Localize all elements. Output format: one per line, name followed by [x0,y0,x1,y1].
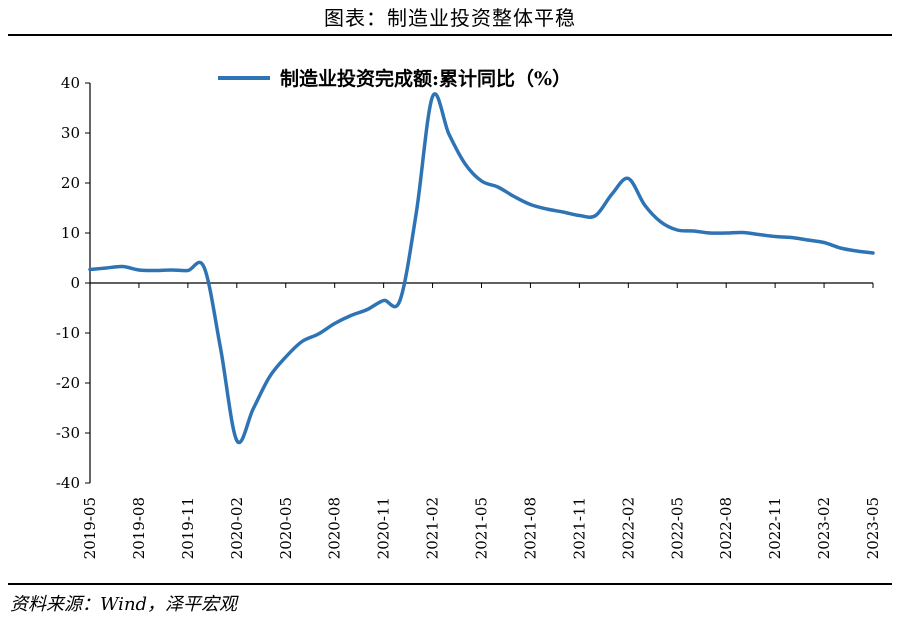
data-point [675,228,680,233]
x-tick-label: 2021-08 [521,497,539,559]
data-point [251,407,256,412]
data-point [724,231,729,236]
data-point [316,332,321,337]
data-point [349,313,354,318]
x-tick-label: 2019-05 [81,497,99,559]
data-point [789,235,794,240]
data-point [773,234,778,239]
x-tick-label: 2019-11 [179,497,197,559]
data-point [153,268,158,273]
y-tick-label: 10 [61,224,80,242]
x-tick-label: 2022-05 [668,497,686,559]
data-point [756,232,761,237]
data-point [691,229,696,234]
data-point [218,346,223,351]
x-tick-label: 2023-02 [815,497,833,559]
x-tick-label: 2020-08 [326,497,344,559]
data-point [463,162,468,167]
data-point [169,268,174,273]
y-tick-label: -40 [56,474,80,492]
data-point [267,375,272,380]
x-tick-label: 2021-11 [570,497,588,559]
series-line-0 [88,92,875,445]
data-point [446,132,451,137]
page-title: 图表：制造业投资整体平稳 [324,6,576,30]
data-point [642,203,647,208]
data-point [120,264,125,269]
data-point [626,176,631,181]
x-tick-label: 2022-08 [717,497,735,559]
data-point [104,266,109,271]
x-tick-label: 2023-05 [864,497,882,559]
data-point [479,179,484,184]
data-point [397,298,402,303]
data-point [185,268,190,273]
data-point [283,355,288,360]
data-point [495,185,500,190]
title-divider [8,34,892,36]
y-tick-label: -10 [56,324,80,342]
data-point [381,298,386,303]
x-tick-label: 2021-05 [473,497,491,559]
x-tick-label: 2022-11 [766,497,784,559]
x-tick-label: 2021-02 [424,497,442,559]
data-point [365,307,370,312]
x-tick-label: 2020-05 [277,497,295,559]
data-point [430,94,435,99]
data-point [202,265,207,270]
data-point [136,268,141,273]
data-point [577,213,582,218]
source-note: 资料来源：Wind，泽平宏观 [10,594,238,615]
data-point [805,238,810,243]
x-tick-label: 2020-11 [375,497,393,559]
data-point [300,339,305,344]
data-point [610,192,615,197]
data-point [838,246,843,251]
y-tick-label: -30 [56,424,80,442]
data-point [234,438,239,443]
y-axis: 40 30 20 10 0 -10 -20 -30 -40 [56,74,91,492]
y-tick-label: 0 [70,274,80,292]
data-point [707,231,712,236]
legend-label-0: 制造业投资完成额:累计同比（%） [280,67,571,90]
data-point [854,249,859,254]
data-point [822,240,827,245]
data-point [593,213,598,218]
y-tick-label: -20 [56,374,80,392]
data-point [871,251,876,256]
y-tick-label: 20 [61,174,80,192]
data-point [528,202,533,207]
data-point [332,321,337,326]
data-point [561,210,566,215]
series-group [88,92,876,445]
y-tick-label: 40 [61,74,80,92]
x-axis: 2019-05 2019-08 2019-11 2020-02 2020-05 2020-… [81,282,882,559]
data-point [658,220,663,225]
data-point [88,267,93,272]
legend: 制造业投资完成额:累计同比（%） [218,67,571,90]
x-tick-label: 2020-02 [228,497,246,559]
x-tick-label: 2019-08 [130,497,148,559]
data-point [740,230,745,235]
data-point [414,211,419,216]
data-point [512,194,517,199]
y-tick-label: 30 [61,124,80,142]
source-divider [8,583,892,585]
x-tick-label: 2022-02 [619,497,637,559]
data-point [544,207,549,212]
